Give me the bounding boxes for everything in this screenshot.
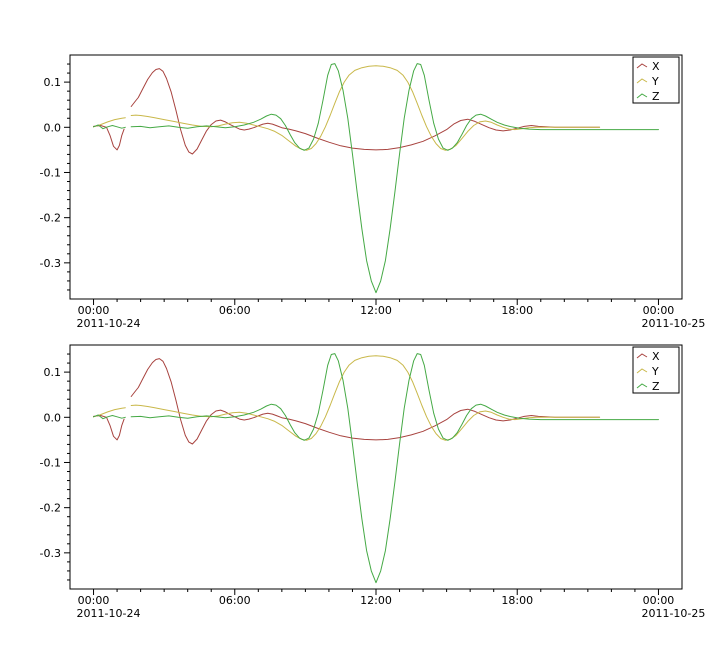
- y-tick-label: -0.3: [40, 547, 61, 560]
- legend-label-x: X: [652, 60, 660, 73]
- x-tick-label: 06:00: [219, 304, 251, 317]
- y-tick-label: 0.0: [44, 411, 62, 424]
- x-tick-label: 00:00: [643, 304, 675, 317]
- x-tick-label: 12:00: [360, 594, 392, 607]
- x-date-label-end: 2011-10-25: [641, 607, 705, 620]
- series-line-x: [93, 68, 601, 155]
- legend: XYZ: [632, 56, 680, 104]
- y-tick-label: -0.2: [40, 212, 61, 225]
- x-tick-label: 18:00: [501, 304, 533, 317]
- legend-label-y: Y: [651, 365, 659, 378]
- series-line-z: [93, 63, 659, 294]
- legend-label-z: Z: [652, 380, 660, 393]
- chart-panel-bottom: 0.1 0.0 -0.1 -0.2 -0.3 00:00 06:00 12:00 18:00 00…: [40, 344, 705, 620]
- plot-frame: [69, 344, 683, 590]
- series-line-y: [93, 355, 601, 441]
- legend-label-x: X: [652, 350, 660, 363]
- series-line-y: [93, 65, 601, 151]
- legend-marker-z: [636, 383, 648, 389]
- x-tick-label: 00:00: [78, 594, 110, 607]
- legend-marker-y: [636, 78, 648, 84]
- legend-marker-x: [636, 63, 648, 69]
- x-date-label-end: 2011-10-25: [641, 317, 705, 330]
- series-line-z: [93, 353, 659, 584]
- x-tick-label: 12:00: [360, 304, 392, 317]
- legend: XYZ: [632, 346, 680, 394]
- chart-panel-top: 0.1 0.0 -0.1 -0.2 -0.3 00:00 06:00 12:00 18:00 00…: [40, 54, 705, 330]
- legend-marker-y: [636, 368, 648, 374]
- legend-label-z: Z: [652, 90, 660, 103]
- legend-marker-z: [636, 93, 648, 99]
- y-tick-label: 0.1: [44, 76, 62, 89]
- x-date-label-start: 2011-10-24: [77, 607, 141, 620]
- y-tick-label: -0.2: [40, 502, 61, 515]
- legend-label-y: Y: [651, 75, 659, 88]
- plot-frame: [69, 54, 683, 300]
- y-tick-label: 0.0: [44, 121, 62, 134]
- series-line-x: [93, 358, 601, 445]
- y-tick-label: -0.1: [40, 456, 61, 469]
- y-tick-label: 0.1: [44, 366, 62, 379]
- y-tick-label: -0.1: [40, 166, 61, 179]
- y-tick-label: -0.3: [40, 257, 61, 270]
- x-tick-label: 00:00: [643, 594, 675, 607]
- x-tick-label: 00:00: [78, 304, 110, 317]
- legend-marker-x: [636, 353, 648, 359]
- x-date-label-start: 2011-10-24: [77, 317, 141, 330]
- x-tick-label: 06:00: [219, 594, 251, 607]
- x-tick-label: 18:00: [501, 594, 533, 607]
